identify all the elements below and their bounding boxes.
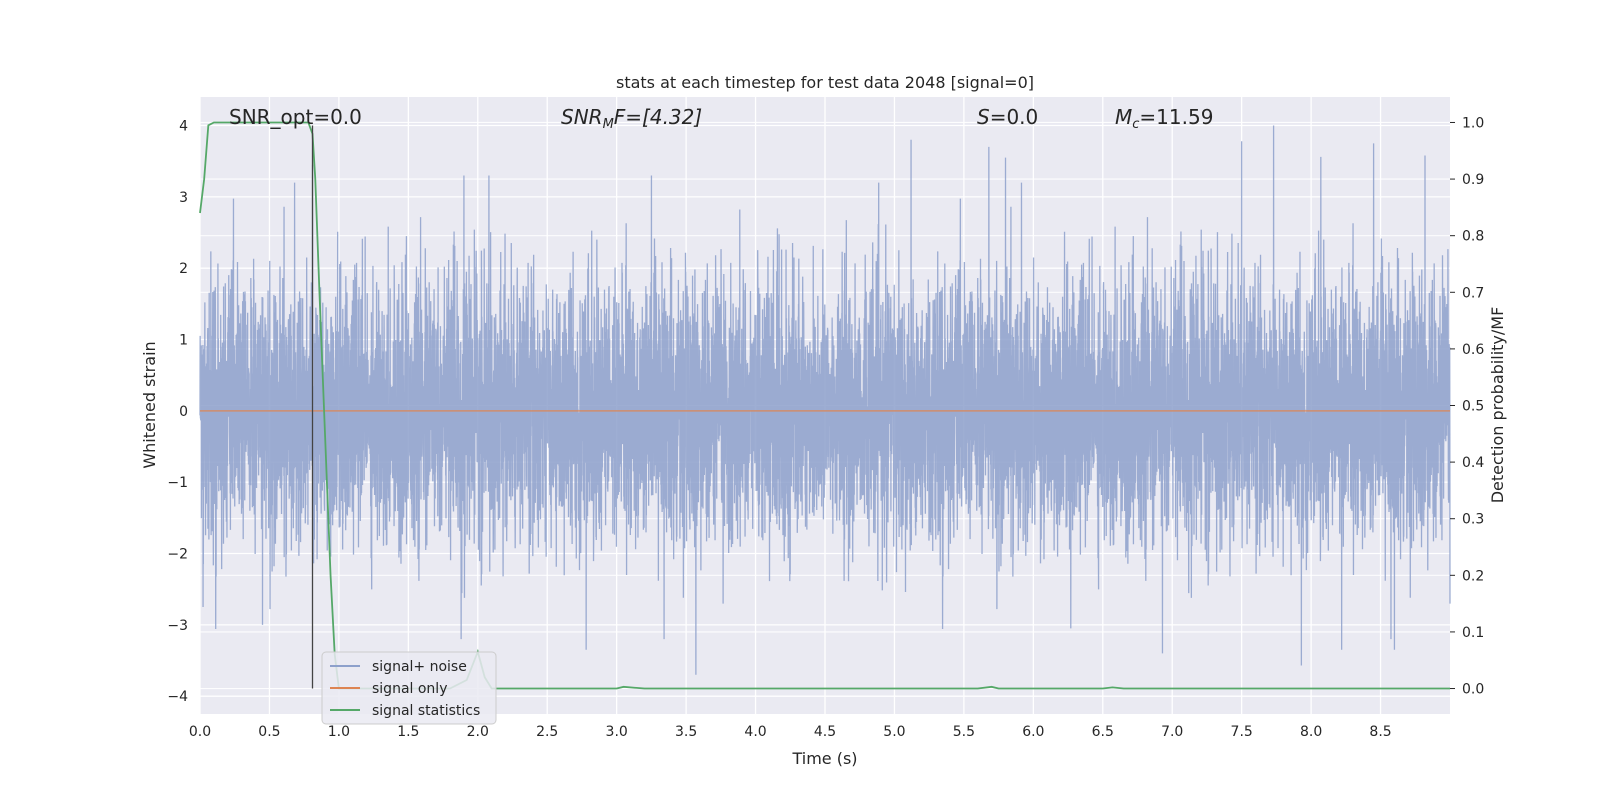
y-right-tick-label: 0.0 [1462,682,1484,698]
y-right-tick-label: 1.0 [1462,115,1484,131]
x-tick-labels: 0.0 0.5 1.0 1.5 2.0 2.5 3.0 3.5 4.0 4.5 5.0 5.5 6.0 6… [189,724,1392,740]
x-tick-label: 5.0 [883,724,905,740]
y-right-tick-label: 0.1 [1462,625,1484,641]
legend: signal+ noise signal only signal statist… [321,651,497,725]
y-left-tick-label: −3 [167,618,188,634]
y-left-tick-label: 1 [179,333,188,349]
annotation-s-rest: =0.0 [990,105,1039,129]
annotation-snr-mf-main: SNR [561,105,603,129]
annotation-s-main: S [977,105,990,129]
y-left-tick-label: 2 [179,261,188,277]
x-tick-label: 7.0 [1161,724,1183,740]
y-right-tick-label: 0.5 [1462,399,1484,415]
x-axis-label: Time (s) [791,749,857,768]
signal-noise-series [199,125,1451,675]
y-left-tick-label: 0 [179,404,188,420]
y-right-tick-labels: 1.0 0.9 0.8 0.7 0.6 0.5 0.4 0.3 0.2 0.1 0.0 [1450,115,1484,698]
x-tick-label: 5.5 [953,724,975,740]
x-tick-label: 6.0 [1022,724,1044,740]
y-right-tick-label: 0.4 [1462,455,1484,471]
y-right-tick-label: 0.9 [1462,172,1484,188]
y-left-tick-label: 4 [179,119,188,135]
y-right-tick-label: 0.6 [1462,342,1484,358]
y-left-tick-label: −4 [167,689,188,705]
x-tick-label: 7.5 [1231,724,1253,740]
x-tick-label: 8.5 [1369,724,1391,740]
y-left-tick-label: 3 [179,190,188,206]
x-tick-label: 4.5 [814,724,836,740]
annotation-mc-rest: =11.59 [1139,105,1213,129]
annotation-snr-opt: SNR_opt=0.0 [229,105,362,129]
x-tick-label: 3.0 [606,724,628,740]
x-tick-label: 4.0 [744,724,766,740]
x-tick-label: 2.5 [536,724,558,740]
x-tick-label: 1.0 [328,724,350,740]
x-tick-label: 2.0 [467,724,489,740]
y-right-tick-label: 0.8 [1462,229,1484,245]
annotation-mc-sub: c [1132,117,1139,132]
annotation-s: S=0.0 [977,105,1038,129]
y-axis-left-label: Whitened strain [140,341,159,468]
annotation-mc: Mc=11.59 [1115,105,1213,132]
x-tick-label: 6.5 [1092,724,1114,740]
annotation-snr-mf-rest: F=[4.32] [614,105,702,129]
y-left-tick-labels: 4 3 2 1 0 −1 −2 −3 −4 [167,119,188,706]
signal-noise-line [199,125,1451,675]
x-tick-label: 1.5 [397,724,419,740]
annotation-mc-main: M [1115,105,1132,129]
y-right-tick-label: 0.2 [1462,568,1484,584]
x-tick-label: 0.5 [258,724,280,740]
annotation-snr-mf-sub: M [603,117,614,132]
x-tick-label: 3.5 [675,724,697,740]
y-axis-right-label: Detection probability/MF [1488,307,1507,504]
legend-box [321,651,497,725]
chart-title: stats at each timestep for test data 204… [616,73,1034,92]
y-left-tick-label: −2 [167,547,188,563]
legend-label-signal-noise: signal+ noise [372,659,467,675]
y-right-tick-label: 0.7 [1462,285,1484,301]
x-tick-label: 8.0 [1300,724,1322,740]
y-left-tick-label: −1 [167,475,188,491]
annotation-snr-mf: SNRMF=[4.32] [561,105,702,132]
x-tick-label: 0.0 [189,724,211,740]
legend-label-signal-only: signal only [372,681,447,697]
y-right-tick-label: 0.3 [1462,512,1484,528]
legend-label-signal-statistics: signal statistics [372,703,480,719]
